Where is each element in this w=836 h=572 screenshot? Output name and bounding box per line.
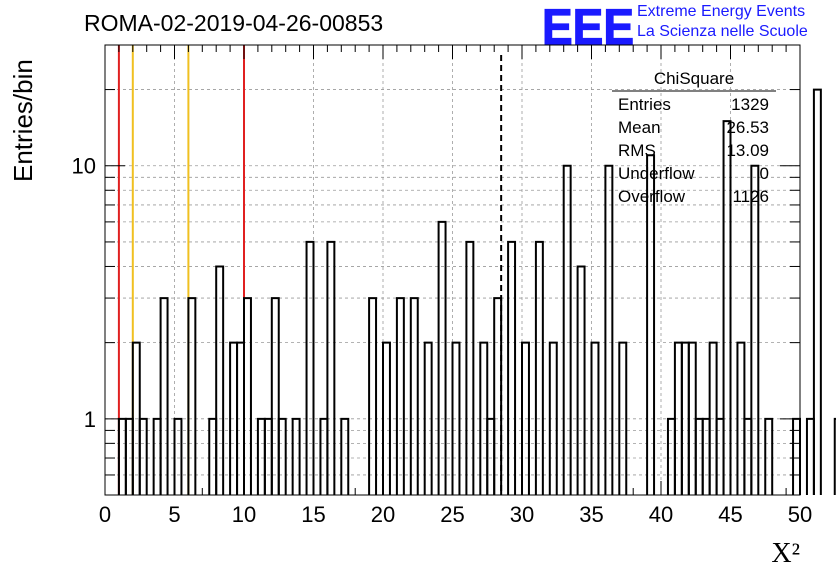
marker-lines	[117, 45, 503, 495]
stats-box: ChiSquare Entries 1329 Mean 26.53 RMS 13.09 Un…	[612, 69, 776, 206]
histogram-bin	[548, 341, 558, 495]
logo-caption: Extreme Energy Events La Scienza nelle S…	[637, 2, 808, 42]
stats-value: 26.53	[726, 118, 769, 137]
histogram-bin	[215, 265, 225, 495]
histogram-bin	[159, 297, 169, 495]
histogram-bin	[562, 164, 572, 495]
histogram-bin	[604, 164, 614, 495]
histogram-bin	[722, 120, 732, 495]
x-tick-label: 20	[371, 502, 395, 527]
stats-value: 13.09	[726, 141, 769, 160]
histogram-bin	[812, 88, 822, 495]
histogram-bin	[590, 341, 600, 495]
x-tick-label: 35	[579, 502, 603, 527]
histogram-bin	[368, 297, 378, 495]
x-tick-label: 40	[649, 502, 673, 527]
histogram-bin	[805, 417, 815, 495]
histogram-bin	[750, 164, 760, 495]
histogram-bin	[437, 220, 447, 495]
histogram-bin	[618, 341, 628, 495]
histogram-bin	[534, 240, 544, 495]
histogram-bin	[395, 297, 405, 495]
stats-label: Underflow	[618, 164, 695, 183]
x-tick-label: 0	[99, 502, 111, 527]
logo-line-2: La Scienza nelle Scuole	[637, 23, 808, 40]
histogram-bin	[270, 297, 280, 495]
x-tick-label: 45	[718, 502, 742, 527]
histogram-bin	[277, 417, 287, 495]
histogram-bin	[409, 297, 419, 495]
stats-name: ChiSquare	[654, 69, 734, 88]
histogram-bin	[340, 417, 350, 495]
histogram-bin	[833, 417, 836, 495]
x-axis-label: X²	[771, 538, 800, 569]
x-tick-label: 10	[232, 502, 256, 527]
histogram-bin	[423, 341, 433, 495]
stats-value: 1126	[732, 187, 769, 206]
x-tick-label: 25	[440, 502, 464, 527]
histogram-bin	[138, 417, 148, 495]
logo-letters: EEE	[542, 2, 634, 48]
histogram-bin	[576, 265, 586, 495]
logo-line-1: Extreme Energy Events	[637, 3, 806, 20]
x-tick-label: 30	[510, 502, 534, 527]
stats-label: Entries	[618, 95, 671, 114]
histogram-bin	[646, 154, 656, 495]
histogram-bin	[173, 417, 183, 495]
y-tick-label: 10	[72, 154, 96, 179]
histogram-bin	[521, 341, 530, 495]
stats-rows: Entries 1329 Mean 26.53 RMS 13.09 Underflow 0 Ov…	[618, 95, 769, 206]
stats-value: 0	[760, 164, 769, 183]
histogram-bin	[305, 240, 315, 495]
chart-title: ROMA-02-2019-04-26-00853	[84, 10, 384, 36]
x-tick-labels: 0 5 10 15 20 25 30 35 40 45 50	[99, 502, 812, 527]
histogram-bin	[291, 417, 301, 495]
y-tick-label: 1	[84, 407, 96, 432]
histogram-bin	[764, 417, 774, 495]
histogram-bin	[493, 297, 503, 495]
histogram-bin	[382, 341, 391, 495]
histogram-series	[117, 88, 836, 495]
histogram-bin	[187, 297, 197, 495]
axis-ticks	[104, 45, 801, 495]
histogram-bin	[243, 297, 252, 495]
x-tick-label: 15	[301, 502, 325, 527]
histogram-bin	[507, 240, 517, 495]
eee-logo: EEE	[541, 2, 634, 48]
stats-value: 1329	[731, 95, 769, 114]
stats-label: Overflow	[618, 187, 686, 206]
stats-label: RMS	[618, 141, 656, 160]
stats-label: Mean	[618, 118, 661, 137]
y-axis-label: Entries/bin	[8, 59, 38, 182]
y-tick-labels: 1 10	[72, 154, 96, 432]
histogram-bin	[451, 341, 461, 495]
histogram-bin	[326, 240, 336, 495]
histogram-bin	[465, 240, 475, 495]
x-tick-label: 50	[788, 502, 812, 527]
x-tick-label: 5	[168, 502, 180, 527]
